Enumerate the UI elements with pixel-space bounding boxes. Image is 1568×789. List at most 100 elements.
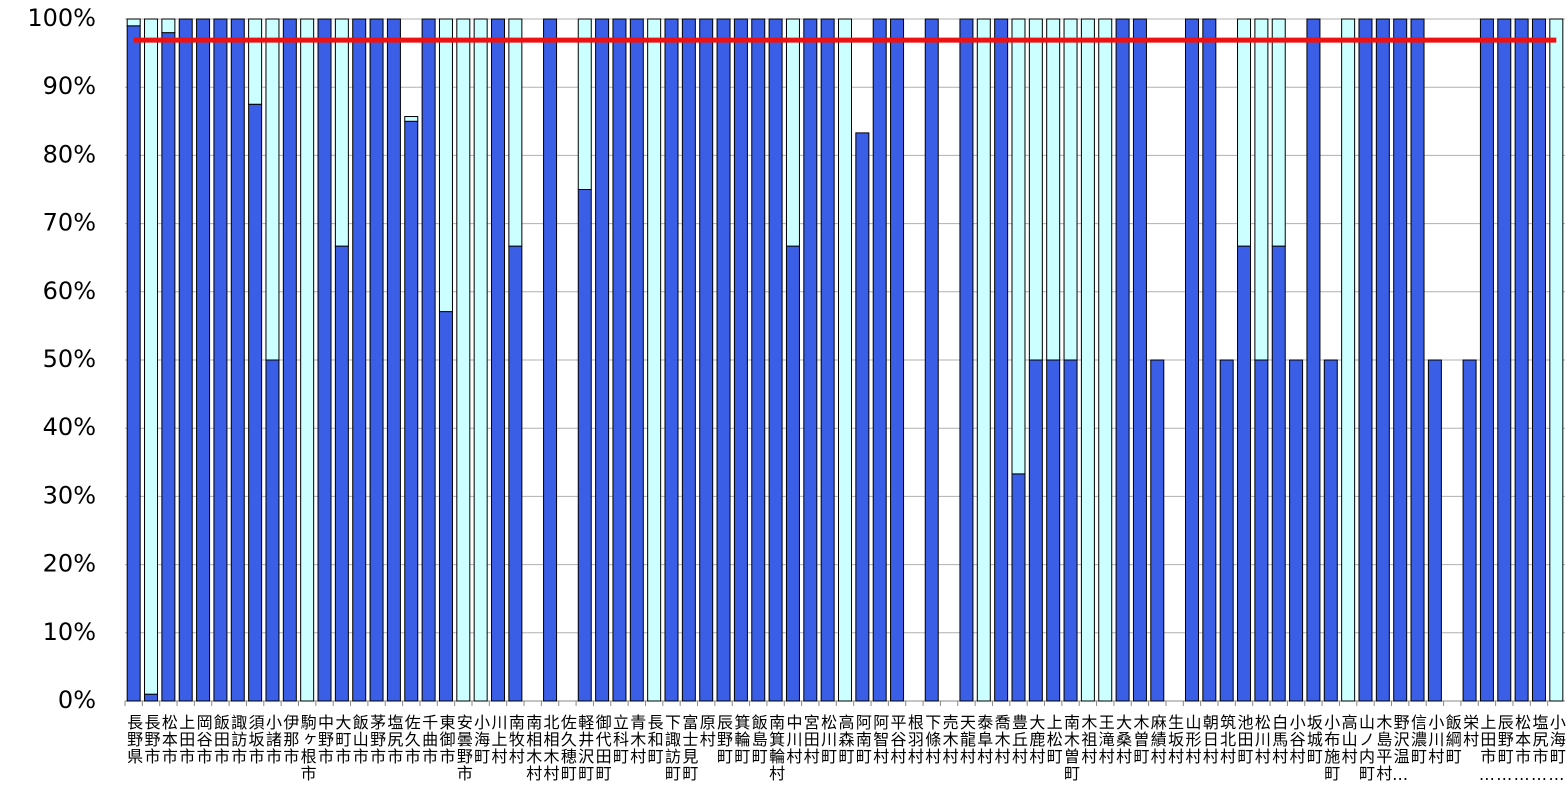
bar xyxy=(300,18,315,702)
bar xyxy=(438,311,453,702)
x-tick-label: 小布施町 xyxy=(1321,714,1340,782)
bar xyxy=(1063,18,1078,361)
x-tick-label: 小諸市 xyxy=(263,714,282,765)
bar xyxy=(1132,18,1147,702)
x-tick-label: 山形村 xyxy=(1182,714,1201,765)
bar xyxy=(161,18,176,34)
x-tick-label: 松川町 xyxy=(818,714,837,765)
bar xyxy=(1410,18,1425,702)
bar xyxy=(1011,473,1026,702)
bar xyxy=(994,18,1009,702)
bar xyxy=(629,18,644,702)
x-tick-label: 立科町 xyxy=(610,714,629,765)
x-tick-label: 安曇野市 xyxy=(454,714,473,782)
bar xyxy=(855,132,870,702)
bar xyxy=(248,103,263,702)
x-tick-label: 箕輪町 xyxy=(731,714,750,765)
x-tick-label: 須坂市 xyxy=(246,714,265,765)
x-tick-label: 塩尻市 xyxy=(384,714,403,765)
x-tick-label: 高森町 xyxy=(836,714,855,765)
y-tick-label: 50% xyxy=(43,345,96,373)
x-tick-label: 伊那市 xyxy=(280,714,299,765)
bar xyxy=(664,18,679,702)
bar xyxy=(334,18,349,247)
bar xyxy=(1427,359,1442,702)
y-tick-label: 0% xyxy=(58,686,96,714)
bar xyxy=(872,18,887,702)
bar xyxy=(1254,18,1269,361)
x-tick-label: 諏訪市 xyxy=(228,714,247,765)
bar xyxy=(577,189,592,702)
x-tick-label: 栄村 xyxy=(1460,714,1479,748)
bar xyxy=(1028,359,1043,702)
bar xyxy=(317,18,332,702)
x-tick-label: 青木村 xyxy=(627,714,646,765)
bar xyxy=(265,18,280,361)
x-tick-label: 大桑村 xyxy=(1113,714,1132,765)
x-tick-label: 豊丘村 xyxy=(1009,714,1028,765)
bar xyxy=(543,18,558,702)
bar xyxy=(144,693,159,702)
x-tick-label: 川上村 xyxy=(489,714,508,765)
bar xyxy=(404,116,419,122)
x-tick-label: 阿南町 xyxy=(853,714,872,765)
x-tick-label: 御代田町 xyxy=(593,714,612,782)
bar xyxy=(386,18,401,702)
y-tick-label: 30% xyxy=(43,481,96,509)
x-tick-label: 宮田村 xyxy=(801,714,820,765)
bar xyxy=(404,120,419,702)
bar xyxy=(178,18,193,702)
bar xyxy=(1098,18,1113,702)
bar xyxy=(421,18,436,702)
bar xyxy=(196,18,211,702)
x-tick-label: 白馬村 xyxy=(1269,714,1288,765)
bar xyxy=(1479,18,1494,702)
bar xyxy=(1358,18,1373,702)
bar xyxy=(473,18,488,702)
bar xyxy=(369,18,384,702)
bar xyxy=(647,18,662,702)
bar xyxy=(1063,359,1078,702)
x-tick-label: 塩尻市… xyxy=(1529,714,1548,785)
bar xyxy=(508,18,523,247)
x-tick-label: 佐久市 xyxy=(402,714,421,765)
x-tick-label: 大鹿村 xyxy=(1026,714,1045,765)
bar xyxy=(1306,18,1321,702)
bar xyxy=(699,18,714,702)
x-tick-label: 池田町 xyxy=(1235,714,1254,765)
bar xyxy=(282,18,297,702)
bar xyxy=(768,18,783,702)
bar xyxy=(144,18,159,695)
bar xyxy=(438,18,453,313)
y-tick-label: 60% xyxy=(43,277,96,305)
x-tick-label: 北相木村 xyxy=(541,714,560,782)
x-tick-label: 小海町 xyxy=(471,714,490,765)
x-tick-label: 千曲市 xyxy=(419,714,438,765)
bar xyxy=(1341,18,1356,702)
bar xyxy=(1549,18,1564,702)
x-tick-label: 王滝村 xyxy=(1096,714,1115,765)
x-tick-label: 南木曽町 xyxy=(1061,714,1080,782)
y-tick-label: 40% xyxy=(43,413,96,441)
x-tick-label: 東御市 xyxy=(436,714,455,765)
bar xyxy=(213,18,228,702)
bar xyxy=(248,18,263,105)
bar xyxy=(508,245,523,702)
x-tick-label: 南牧村 xyxy=(506,714,525,765)
x-tick-label: 松本市 xyxy=(159,714,178,765)
x-tick-label: 辰野町… xyxy=(1495,714,1514,785)
x-tick-label: 小谷村 xyxy=(1287,714,1306,765)
x-tick-label: 飯綱町 xyxy=(1443,714,1462,765)
x-tick-label: 平谷村 xyxy=(888,714,907,765)
bar xyxy=(1028,18,1043,361)
x-tick-label: 南箕輪村 xyxy=(766,714,785,782)
x-tick-label: 中川村 xyxy=(783,714,802,765)
x-tick-label: 長和町 xyxy=(645,714,664,765)
x-tick-label: 売木村 xyxy=(940,714,959,765)
x-tick-label: 上田市 xyxy=(176,714,195,765)
x-tick-label: 阿智村 xyxy=(870,714,889,765)
x-tick-label: 上松町 xyxy=(1044,714,1063,765)
bar xyxy=(1289,359,1304,702)
bar xyxy=(1271,245,1286,702)
